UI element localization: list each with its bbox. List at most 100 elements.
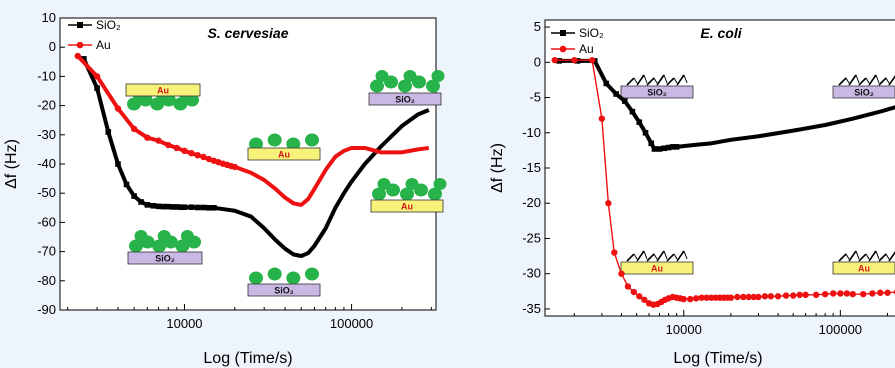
inset-schematic: Au xyxy=(832,250,895,275)
data-point xyxy=(93,73,101,80)
data-point xyxy=(188,204,195,211)
bacteria-icon xyxy=(676,250,685,262)
legend-marker xyxy=(559,45,567,53)
inset-schematic: Au xyxy=(247,133,321,161)
cell-icon xyxy=(428,187,442,201)
cell-icon xyxy=(249,137,263,151)
data-point xyxy=(755,293,762,301)
data-point xyxy=(181,204,188,211)
cell-icon xyxy=(161,93,176,107)
bacteria-icon xyxy=(633,77,638,84)
bacteria-icon xyxy=(633,253,638,260)
data-point xyxy=(630,288,638,296)
bacteria-icon xyxy=(643,250,648,260)
data-point xyxy=(740,293,747,301)
plot-frame xyxy=(59,17,437,311)
y-tick-label: -30 xyxy=(37,127,56,142)
inset-schematic: SiO₂ xyxy=(247,267,321,297)
data-point xyxy=(669,144,676,150)
y-tick-label: -50 xyxy=(37,185,56,200)
x-tick-label: 100000 xyxy=(330,316,373,331)
inset-schematic: SiO₂ xyxy=(832,74,895,99)
y-tick-label: -10 xyxy=(37,68,56,83)
data-point xyxy=(767,293,775,300)
bacteria-icon xyxy=(855,250,860,260)
data-point xyxy=(138,199,144,205)
x-tick-label: 100000 xyxy=(819,322,862,337)
cell-icon xyxy=(412,75,426,89)
series-au xyxy=(551,56,895,308)
cell-icon xyxy=(249,271,263,285)
data-point xyxy=(624,283,632,290)
data-point xyxy=(680,295,687,303)
substrate-layer xyxy=(368,92,442,106)
data-point xyxy=(618,270,625,277)
cell-icon xyxy=(140,235,155,249)
data-point xyxy=(571,56,578,64)
substrate-label: SiO₂ xyxy=(647,88,667,98)
data-point xyxy=(551,56,558,64)
substrate-layer xyxy=(247,283,321,297)
bacteria-icon xyxy=(673,77,678,84)
data-point xyxy=(194,204,201,211)
data-point xyxy=(115,161,121,167)
data-point xyxy=(598,115,606,122)
legend-item: SiO₂ xyxy=(551,26,604,40)
bacteria-icon xyxy=(626,77,635,86)
data-point xyxy=(556,58,562,64)
bacteria-icon xyxy=(683,250,688,260)
bacteria-icon xyxy=(656,74,665,86)
series-sio2 xyxy=(556,58,895,152)
data-point xyxy=(605,200,612,207)
data-point xyxy=(636,293,643,300)
data-point xyxy=(188,149,195,157)
data-point xyxy=(173,144,181,152)
data-point xyxy=(174,204,180,210)
data-point xyxy=(211,205,217,211)
bacteria-icon xyxy=(845,253,850,260)
y-tick-label: -70 xyxy=(37,244,56,259)
inset-schematic: SiO₂ xyxy=(127,230,203,265)
substrate-layer xyxy=(127,251,203,265)
bacteria-icon xyxy=(646,77,655,86)
substrate-label: SiO₂ xyxy=(274,286,294,296)
substrate-label: Au xyxy=(651,264,663,274)
substrate-layer xyxy=(620,261,694,275)
data-point xyxy=(796,291,803,299)
cell-icon xyxy=(152,239,167,253)
data-point xyxy=(829,290,837,297)
bacteria-icon xyxy=(838,253,847,262)
cell-icon xyxy=(150,97,165,111)
data-point xyxy=(821,290,829,298)
substrate-layer xyxy=(370,199,444,213)
data-point xyxy=(155,203,162,210)
legend-marker xyxy=(76,41,84,49)
bacteria-icon xyxy=(663,250,668,260)
x-tick-label: 10000 xyxy=(666,322,702,337)
data-point xyxy=(656,146,663,152)
y-tick-label: 10 xyxy=(42,10,56,25)
legend-item: SiO₂ xyxy=(68,18,121,32)
cell-icon xyxy=(163,235,178,249)
cell-icon xyxy=(138,93,153,107)
data-point xyxy=(790,292,797,299)
bacteria-icon xyxy=(845,77,850,84)
data-point xyxy=(877,289,884,296)
cell-icon xyxy=(433,178,447,190)
data-point xyxy=(849,290,856,298)
cell-icon xyxy=(267,267,282,281)
bacteria-icon xyxy=(865,77,870,84)
y-tick-label: -80 xyxy=(37,273,56,288)
y-tick-label: -90 xyxy=(37,302,56,317)
data-point xyxy=(74,52,81,60)
cell-icon xyxy=(431,70,445,82)
legend-label: Au xyxy=(579,42,594,56)
data-point xyxy=(200,204,207,211)
data-point xyxy=(860,290,867,298)
bacteria-icon xyxy=(848,250,857,262)
bacteria-icon xyxy=(858,253,867,262)
data-point xyxy=(745,293,752,301)
data-point xyxy=(636,119,643,125)
data-point xyxy=(884,289,891,296)
